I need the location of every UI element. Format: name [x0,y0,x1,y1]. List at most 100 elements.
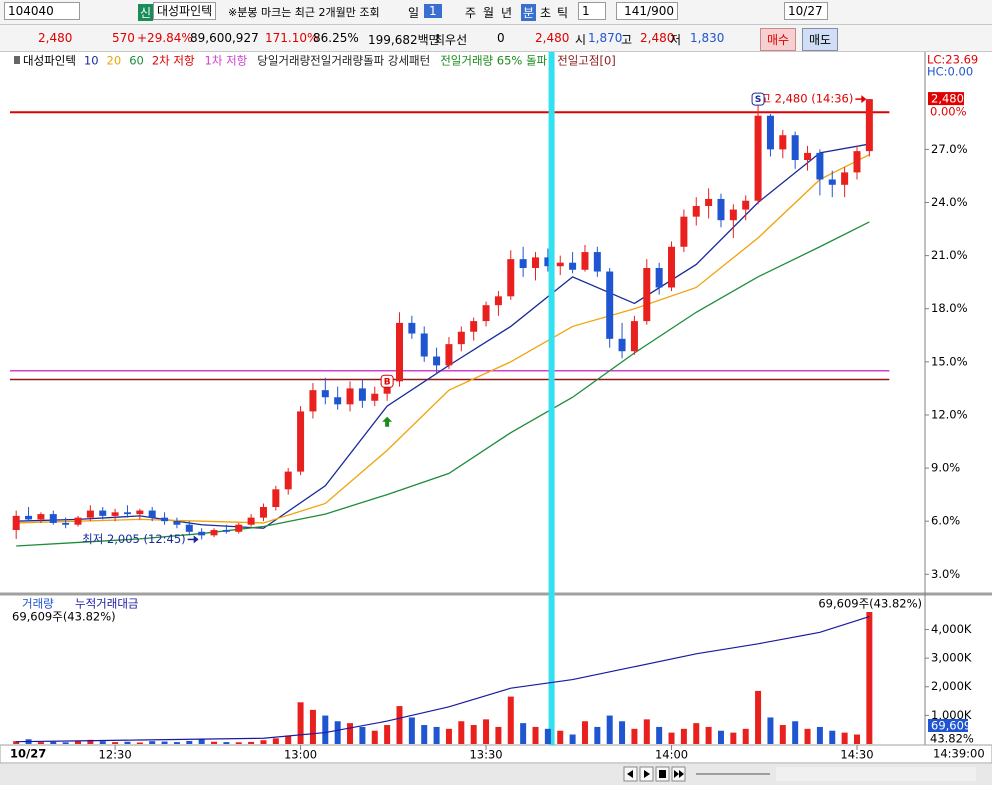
candle-body [99,510,107,516]
volume-bar [248,741,255,744]
interval-input[interactable]: 1 [578,2,606,20]
price-tag-label: 2,480 [931,92,964,106]
candle-body [791,135,799,160]
x-tick-label: 13:00 [284,748,317,762]
candle-body [828,179,836,185]
volume-bar [124,741,131,744]
y-tick-label: 2,000K [931,679,972,693]
period[interactable]: 월 [483,6,495,20]
signal-box [751,92,765,106]
price-tag [928,92,964,106]
volume-bar [841,732,848,744]
volume-bar [75,740,82,744]
change: 570 [112,31,135,45]
candle-body [779,135,787,150]
candle-body [754,115,762,201]
volume-bar [149,741,156,744]
period[interactable]: 분 [521,4,537,21]
candle-body [49,514,57,523]
ma-line [16,154,870,524]
legend-entry: 전일거래량 65% 돌파 [440,54,547,68]
period[interactable]: 년 [501,6,513,20]
candle-body [222,530,230,532]
volume-bar [557,730,564,744]
candle-body [86,510,94,518]
candle-body [630,321,638,352]
quote-bar: 2,480 570 +29.84% 89,600,927 171.10% 86.… [0,25,992,52]
candle-body [235,524,243,532]
volume-bar [643,719,650,744]
buy-button[interactable]: 매수 [760,28,797,51]
date-input[interactable]: 10/27 [784,2,828,20]
candle-body [482,305,490,322]
candle-body [457,331,465,345]
volume-bar [816,726,823,744]
volume-bar [507,696,514,744]
open: 1,870 [588,31,623,45]
period[interactable]: 틱 [557,6,569,20]
price-tag-pct: 0.00% [930,105,967,119]
candle-body [371,393,379,401]
candle-body [62,522,70,525]
candle-body [247,517,255,525]
icon [644,770,650,778]
candle-body [136,510,144,515]
candle-body [358,388,366,401]
candle-body [123,512,131,515]
code-input[interactable]: 104040 [4,2,80,20]
volume-bar [866,612,873,744]
toolbar: 104040 신 대성파인텍 ※분봉 마크는 최근 2개월만 조회 일 1 주 … [0,0,992,25]
candle-body [655,268,663,288]
volume-bar [62,742,69,744]
sell-button[interactable]: 매도 [802,28,839,51]
candle-body [470,321,478,332]
turnover: 86.25% [313,31,359,45]
volume-bar [804,728,811,744]
volume-bar [433,726,440,744]
volume-bar [668,732,675,744]
volume-bar [581,721,588,744]
y-tick-label: 3,000K [931,651,972,665]
candle-body [433,356,441,366]
vol-ratio: 171.10% [265,31,319,45]
volume: 89,600,927 [190,31,259,45]
candle-body [507,259,515,297]
legend-entry: 당일거래량전일거래량돌파 강세패턴 [257,54,430,68]
volume-bar [470,725,477,744]
candle-body [198,531,206,536]
volume-bar [347,723,354,744]
candle-body [692,206,700,217]
volume-bar [173,742,180,744]
period[interactable]: 1 [424,4,442,18]
best-label: 최우선 [434,33,468,47]
candle-body [544,257,552,267]
candle-body [705,198,713,207]
legend-entry: 전일고점[0] [557,54,616,68]
chart-bg [0,52,992,765]
volume-bar [606,715,613,744]
icon [627,770,633,778]
volume-header: 69,609주(43.82%) [818,597,922,611]
badge: 신 [138,4,154,21]
period[interactable]: 초 [540,6,552,20]
candle-body [816,152,824,180]
candle-body [161,517,169,522]
lc-label: LC:23.69 [927,53,978,67]
candle-body [804,152,812,160]
candle-body [606,271,614,339]
volume-bar [495,726,502,744]
volume-bar [792,721,799,744]
period[interactable]: 일 [408,6,420,20]
ma-line [16,221,870,547]
hc-label: HC:0.00 [927,65,973,79]
volume-bar [717,730,724,744]
volume-bar [445,728,452,744]
legend-entry: 거래량 [22,597,54,611]
tool-icons[interactable] [776,767,976,781]
candle-body [272,489,280,508]
volume-bar [408,717,415,744]
signal-label: S [755,95,761,105]
volume-bar [755,690,762,744]
period[interactable]: 주 [465,6,477,20]
